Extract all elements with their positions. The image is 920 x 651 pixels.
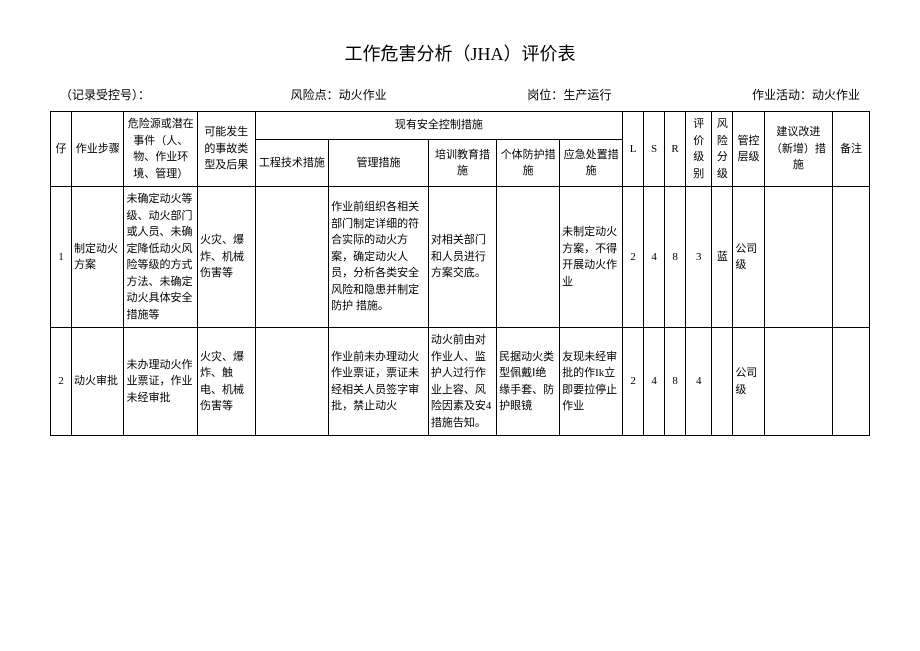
- th-mgmt: 管控层级: [733, 112, 764, 187]
- th-L: L: [623, 112, 644, 187]
- cell-hazard: 未办理动火作业票证，作业未经审批: [124, 328, 197, 436]
- cell-S: 4: [644, 187, 665, 328]
- cell-L: 2: [623, 328, 644, 436]
- th-step: 作业步骤: [71, 112, 123, 187]
- cell-S: 4: [644, 328, 665, 436]
- activity-value: 动火作业: [812, 88, 860, 102]
- th-accident: 可能发生的事故类型及后果: [197, 112, 255, 187]
- th-training: 培训教育措施: [428, 140, 496, 187]
- cell-riskgrade: 蓝: [712, 187, 733, 328]
- activity-label: 作业活动：: [752, 88, 812, 102]
- table-row: 1 制定动火方案 未确定动火等级、动火部门或人员、未确定降低动火风险等级的方式方…: [51, 187, 870, 328]
- table-row: 2 动火审批 未办理动火作业票证，作业未经审批 火灾、爆炸、触电、机械伤害等 作…: [51, 328, 870, 436]
- cell-suggest: [764, 187, 832, 328]
- th-R: R: [665, 112, 686, 187]
- cell-step: 制定动火方案: [71, 187, 123, 328]
- cell-training: 动火前由对作业人、监护人过行作业上容、风险因素及安4措施告知。: [428, 328, 496, 436]
- cell-seq: 1: [51, 187, 72, 328]
- cell-R: 8: [665, 187, 686, 328]
- record-no: （记录受控号）：: [60, 86, 150, 103]
- cell-management: 作业前未办理动火作业票证，票证未经相关人员签字审批，禁止动火: [329, 328, 429, 436]
- th-engineering: 工程技术措施: [255, 140, 328, 187]
- cell-hazard: 未确定动火等级、动火部门或人员、未确定降低动火风险等级的方式方法、未确定动火具体…: [124, 187, 197, 328]
- activity: 作业活动：动火作业: [752, 86, 860, 103]
- cell-suggest: [764, 328, 832, 436]
- cell-ppe: 民据动火类型佩戴Ⅰ绝缘手套、防护眼镜: [497, 328, 560, 436]
- th-S: S: [644, 112, 665, 187]
- th-eval: 评价级别: [686, 112, 712, 187]
- cell-L: 2: [623, 187, 644, 328]
- cell-R: 8: [665, 328, 686, 436]
- th-emergency: 应急处置措施: [560, 140, 623, 187]
- post: 岗位：生产运行: [527, 86, 611, 103]
- meta-row: （记录受控号）： 风险点：动火作业 岗位：生产运行 作业活动：动火作业: [50, 86, 870, 103]
- th-management: 管理措施: [329, 140, 429, 187]
- risk-point: 风险点：动火作业: [291, 86, 387, 103]
- cell-eval: 3: [686, 187, 712, 328]
- cell-eval: 4: [686, 328, 712, 436]
- cell-engineering: [255, 187, 328, 328]
- th-hazard: 危险源或潜在事件（人、物、作业环境、管理）: [124, 112, 197, 187]
- th-ppe: 个体防护措施: [497, 140, 560, 187]
- page-title: 工作危害分析（JHA）评价表: [50, 40, 870, 66]
- cell-engineering: [255, 328, 328, 436]
- cell-accident: 火灾、爆炸、触电、机械伤害等: [197, 328, 255, 436]
- post-label: 岗位：: [527, 88, 563, 102]
- cell-mgmt: 公司级: [733, 187, 764, 328]
- th-suggest: 建议改进（新增）措施: [764, 112, 832, 187]
- risk-point-value: 动火作业: [339, 88, 387, 102]
- th-control-group: 现有安全控制措施: [255, 112, 622, 140]
- cell-remark: [833, 187, 870, 328]
- cell-management: 作业前组织各相关部门制定详细的符合实际的动火方案，确定动火人员，分析各类安全风险…: [329, 187, 429, 328]
- cell-emergency: 未制定动火方案，不得开展动火作业: [560, 187, 623, 328]
- cell-mgmt: 公司级: [733, 328, 764, 436]
- cell-step: 动火审批: [71, 328, 123, 436]
- cell-ppe: [497, 187, 560, 328]
- cell-riskgrade: [712, 328, 733, 436]
- post-value: 生产运行: [563, 88, 611, 102]
- th-remark: 备注: [833, 112, 870, 187]
- cell-emergency: 友现未经审批的作Ik立即要拉停止作业: [560, 328, 623, 436]
- jha-table: 仔 作业步骤 危险源或潜在事件（人、物、作业环境、管理） 可能发生的事故类型及后…: [50, 111, 870, 436]
- cell-training: 对相关部门和人员进行方案交底。: [428, 187, 496, 328]
- cell-remark: [833, 328, 870, 436]
- cell-seq: 2: [51, 328, 72, 436]
- th-seq: 仔: [51, 112, 72, 187]
- risk-point-label: 风险点：: [291, 88, 339, 102]
- th-riskgrade: 风险分级: [712, 112, 733, 187]
- cell-accident: 火灾、爆炸、机械伤害等: [197, 187, 255, 328]
